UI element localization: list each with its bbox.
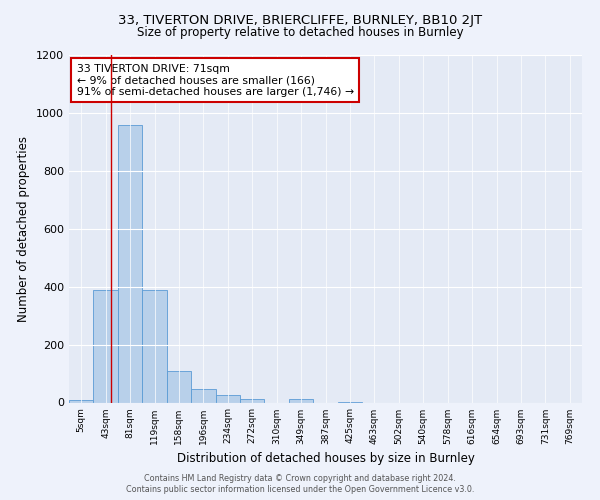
Bar	[289, 399, 313, 402]
Bar	[142, 290, 167, 403]
Text: Size of property relative to detached houses in Burnley: Size of property relative to detached ho…	[137, 26, 463, 39]
Bar	[191, 388, 215, 402]
Text: Contains public sector information licensed under the Open Government Licence v3: Contains public sector information licen…	[126, 485, 474, 494]
X-axis label: Distribution of detached houses by size in Burnley: Distribution of detached houses by size …	[176, 452, 475, 465]
Bar	[240, 399, 265, 402]
Bar	[215, 396, 240, 402]
Bar	[69, 400, 94, 402]
Text: 33 TIVERTON DRIVE: 71sqm
← 9% of detached houses are smaller (166)
91% of semi-d: 33 TIVERTON DRIVE: 71sqm ← 9% of detache…	[77, 64, 354, 97]
Bar	[118, 124, 142, 402]
Text: 33, TIVERTON DRIVE, BRIERCLIFFE, BURNLEY, BB10 2JT: 33, TIVERTON DRIVE, BRIERCLIFFE, BURNLEY…	[118, 14, 482, 27]
Bar	[167, 370, 191, 402]
Y-axis label: Number of detached properties: Number of detached properties	[17, 136, 31, 322]
Text: Contains HM Land Registry data © Crown copyright and database right 2024.: Contains HM Land Registry data © Crown c…	[144, 474, 456, 483]
Bar	[94, 290, 118, 403]
